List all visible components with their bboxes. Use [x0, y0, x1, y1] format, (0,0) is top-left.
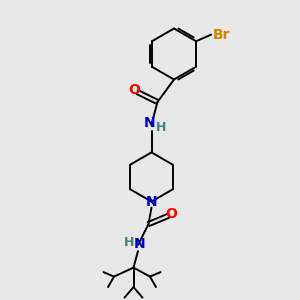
Text: Br: Br — [213, 28, 230, 42]
Text: N: N — [144, 116, 156, 130]
Text: N: N — [146, 195, 157, 208]
Text: H: H — [124, 236, 134, 249]
Text: O: O — [166, 207, 178, 220]
Text: O: O — [128, 83, 140, 97]
Text: H: H — [156, 121, 166, 134]
Text: N: N — [134, 238, 145, 251]
